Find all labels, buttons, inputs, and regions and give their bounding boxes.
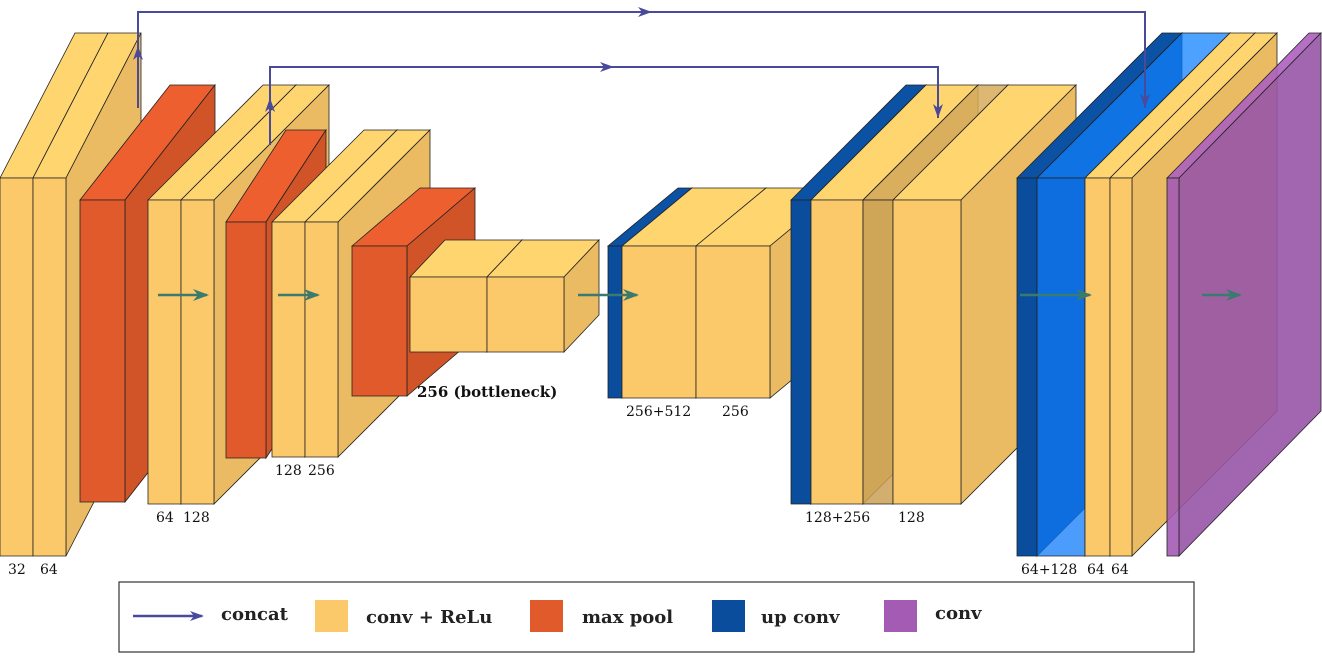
dec1-concat-front	[1036, 177, 1086, 557]
legend-frame	[118, 581, 1195, 653]
dec1-conv-a-front	[1084, 177, 1111, 557]
legend-up-conv-label: up conv	[761, 607, 840, 628]
label-enc1-a: 32	[8, 562, 26, 578]
label-bottleneck: 256 (bottleneck)	[417, 383, 557, 401]
channel-labels: 32 64 64 128 128 256 256 (bottleneck) 25…	[8, 383, 1129, 578]
legend-conv-relu-swatch	[315, 600, 348, 632]
legend-conv-label: conv	[935, 603, 982, 624]
enc2-maxpool-front	[225, 221, 267, 459]
dec2-concat-front	[862, 199, 894, 505]
enc2-conv-b-front	[180, 199, 215, 505]
dec2-conv-b-front	[892, 199, 962, 505]
enc2-conv-a-front	[147, 199, 182, 505]
label-dec2-a: 128+256	[805, 510, 870, 526]
enc3-conv-a-front	[271, 221, 306, 458]
enc3-maxpool-front	[351, 245, 408, 397]
legend-concat-label: concat	[221, 604, 289, 625]
enc1-maxpool-front	[79, 199, 126, 503]
legend-conv-relu-label: conv + ReLu	[366, 607, 492, 628]
enc1-conv-a-front	[0, 177, 34, 557]
label-enc1-b: 64	[40, 562, 58, 578]
legend: concat conv + ReLu max pool up conv conv	[118, 581, 1195, 653]
label-enc3-a: 128	[275, 463, 302, 479]
label-enc3-b: 256	[308, 463, 335, 479]
legend-max-pool-label: max pool	[582, 607, 673, 628]
label-dec2-b: 128	[898, 510, 925, 526]
label-dec1-b: 64	[1087, 562, 1105, 578]
label-dec1-a: 64+128	[1021, 562, 1077, 578]
bottleneck-conv-b-front	[486, 276, 565, 353]
legend-max-pool-swatch	[530, 600, 563, 632]
dec1-conv-b-front	[1109, 177, 1133, 557]
output-conv-front	[1166, 177, 1180, 557]
legend-up-conv-swatch	[712, 600, 745, 632]
dec2-upconv-front	[790, 199, 812, 505]
legend-conv-swatch	[884, 600, 917, 632]
dec3-upconv-front	[607, 245, 623, 399]
enc3-conv-b-front	[304, 221, 339, 458]
dec2-conv-a-front	[810, 199, 864, 505]
enc1-conv-b-front	[32, 177, 67, 557]
dec3-conv-a-front	[621, 245, 697, 399]
label-enc2-b: 128	[183, 510, 210, 526]
label-enc2-a: 64	[156, 510, 174, 526]
concat-connections	[133, 7, 1150, 145]
dec3-conv-b-front	[695, 245, 771, 399]
label-dec3-a: 256+512	[626, 404, 691, 420]
bottleneck-conv-a-front	[409, 276, 488, 353]
label-dec3-b: 256	[722, 404, 749, 420]
label-dec1-c: 64	[1111, 562, 1129, 578]
dec1-upconv-front	[1016, 177, 1038, 557]
